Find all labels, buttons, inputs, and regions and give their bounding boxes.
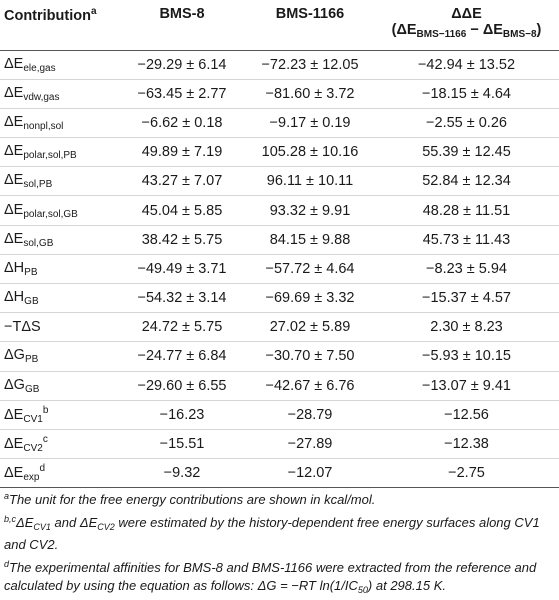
cell-bms8: −15.51 (118, 429, 246, 460)
cell-bms8: 24.72 ± 5.75 (118, 312, 246, 343)
cell-bms8: 49.89 ± 7.19 (118, 137, 246, 168)
cell-dde: 52.84 ± 12.34 (374, 166, 559, 197)
table-row: ΔEpolar,sol,GB 45.04 ± 5.85 93.32 ± 9.91 48… (0, 195, 559, 226)
table-row: −TΔS 24.72 ± 5.75 27.02 ± 5.89 2.30 ± 8.23 (0, 312, 559, 343)
cell-bms1166: −28.79 (246, 400, 374, 430)
row-label: ΔECV2c (0, 429, 118, 460)
row-label: ΔECV1b (0, 400, 118, 430)
cell-dde: −12.56 (374, 400, 559, 430)
footnote-mark: b (42, 404, 49, 416)
cell-bms8: −9.32 (118, 458, 246, 489)
table-row: ΔEsol,GB 38.42 ± 5.75 84.15 ± 9.88 45.73 ± … (0, 225, 559, 255)
row-label: ΔHGB (0, 283, 118, 314)
cell-bms8: 38.42 ± 5.75 (118, 225, 246, 255)
row-label: ΔEpolar,sol,GB (0, 195, 118, 226)
row-label: −TΔS (0, 312, 118, 343)
row-label: ΔGGB (0, 371, 118, 401)
row-label: ΔEexpd (0, 458, 118, 489)
cell-bms1166: 96.11 ± 10.11 (246, 166, 374, 197)
row-label: ΔEvdw,gas (0, 79, 118, 109)
table-row: ΔGGB −29.60 ± 6.55 −42.67 ± 6.76 −13.07 ± 9… (0, 371, 559, 401)
cell-bms8: −54.32 ± 3.14 (118, 283, 246, 314)
cell-bms1166: −69.69 ± 3.32 (246, 283, 374, 314)
header-ddE-formula: (ΔEBMS−1166 − ΔEBMS−8) (391, 22, 542, 40)
cell-bms1166: 93.32 ± 9.91 (246, 195, 374, 226)
cell-dde: 45.73 ± 11.43 (374, 225, 559, 255)
cell-bms1166: −30.70 ± 7.50 (246, 341, 374, 372)
row-label: ΔGPB (0, 341, 118, 372)
cell-bms1166: −42.67 ± 6.76 (246, 371, 374, 401)
row-label: ΔEele,gas (0, 50, 118, 80)
header-row: Contributiona BMS-8 BMS-1166 ΔΔE (ΔEBMS−… (0, 0, 559, 51)
header-bms8: BMS-8 (118, 0, 246, 51)
cell-dde: −42.94 ± 13.52 (374, 50, 559, 80)
footnote-mark: d (39, 463, 46, 475)
table-row: ΔEpolar,sol,PB 49.89 ± 7.19 105.28 ± 10.16… (0, 137, 559, 168)
cell-bms8: −24.77 ± 6.84 (118, 341, 246, 372)
cell-dde: 2.30 ± 8.23 (374, 312, 559, 343)
table-row: ΔHPB −49.49 ± 3.71 −57.72 ± 4.64 −8.23 ± 5.… (0, 254, 559, 285)
cell-dde: −15.37 ± 4.57 (374, 283, 559, 314)
cell-bms8: −6.62 ± 0.18 (118, 108, 246, 139)
cell-bms1166: −12.07 (246, 458, 374, 489)
row-label: ΔEnonpl,sol (0, 108, 118, 139)
row-label: ΔHPB (0, 254, 118, 285)
table-row: ΔEsol,PB 43.27 ± 7.07 96.11 ± 10.11 52.84 ±… (0, 166, 559, 197)
cell-bms1166: 27.02 ± 5.89 (246, 312, 374, 343)
cell-bms1166: −72.23 ± 12.05 (246, 50, 374, 80)
cell-bms1166: −81.60 ± 3.72 (246, 79, 374, 109)
table-row: ΔEele,gas −29.29 ± 6.14 −72.23 ± 12.05 −42.… (0, 50, 559, 80)
cell-bms8: −29.60 ± 6.55 (118, 371, 246, 401)
table-row: ΔECV2c −15.51 −27.89 −12.38 (0, 429, 559, 460)
footnote-a: aThe unit for the free energy contributi… (4, 491, 376, 507)
table-row: ΔEexpd −9.32 −12.07 −2.75 (0, 458, 559, 489)
cell-bms1166: 84.15 ± 9.88 (246, 225, 374, 255)
footnote-mark: c (42, 434, 48, 446)
cell-bms1166: −27.89 (246, 429, 374, 460)
header-bms1166: BMS-1166 (246, 0, 374, 51)
cell-dde: −18.15 ± 4.64 (374, 79, 559, 109)
table-row: ΔEvdw,gas −63.45 ± 2.77 −81.60 ± 3.72 −18.1… (0, 79, 559, 109)
cell-bms8: −63.45 ± 2.77 (118, 79, 246, 109)
energy-table: Contributiona BMS-8 BMS-1166 ΔΔE (ΔEBMS−… (0, 0, 559, 489)
table-row: ΔHGB −54.32 ± 3.14 −69.69 ± 3.32 −15.37 ± 4… (0, 283, 559, 314)
cell-dde: −12.38 (374, 429, 559, 460)
cell-bms8: 45.04 ± 5.85 (118, 195, 246, 226)
table-row: ΔECV1b −16.23 −28.79 −12.56 (0, 400, 559, 430)
cell-dde: 55.39 ± 12.45 (374, 137, 559, 168)
table-row: ΔEnonpl,sol −6.62 ± 0.18 −9.17 ± 0.19 −2.55… (0, 108, 559, 139)
cell-bms8: −29.29 ± 6.14 (118, 50, 246, 80)
cell-bms1166: 105.28 ± 10.16 (246, 137, 374, 168)
header-ddE-title: ΔΔE (451, 6, 482, 22)
header-ddE: ΔΔE (ΔEBMS−1166 − ΔEBMS−8) (374, 0, 559, 51)
table-row: ΔGPB −24.77 ± 6.84 −30.70 ± 7.50 −5.93 ± 10… (0, 341, 559, 372)
cell-bms1166: −57.72 ± 4.64 (246, 254, 374, 285)
footnote-mark-a: a (90, 6, 97, 17)
cell-dde: −2.55 ± 0.26 (374, 108, 559, 139)
row-label: ΔEsol,GB (0, 225, 118, 255)
footnote-bc: b,cΔECV1 and ΔECV2 were estimated by the… (4, 513, 540, 553)
cell-dde: 48.28 ± 11.51 (374, 195, 559, 226)
footnotes: aThe unit for the free energy contributi… (4, 487, 556, 600)
header-contribution: Contributiona (0, 0, 118, 51)
cell-bms8: −49.49 ± 3.71 (118, 254, 246, 285)
cell-bms1166: −9.17 ± 0.19 (246, 108, 374, 139)
cell-dde: −5.93 ± 10.15 (374, 341, 559, 372)
cell-dde: −2.75 (374, 458, 559, 489)
cell-dde: −8.23 ± 5.94 (374, 254, 559, 285)
cell-dde: −13.07 ± 9.41 (374, 371, 559, 401)
cell-bms8: −16.23 (118, 400, 246, 430)
row-label: ΔEpolar,sol,PB (0, 137, 118, 168)
cell-bms8: 43.27 ± 7.07 (118, 166, 246, 197)
footnote-d: dThe experimental affinities for BMS-8 a… (4, 558, 537, 596)
row-label: ΔEsol,PB (0, 166, 118, 197)
